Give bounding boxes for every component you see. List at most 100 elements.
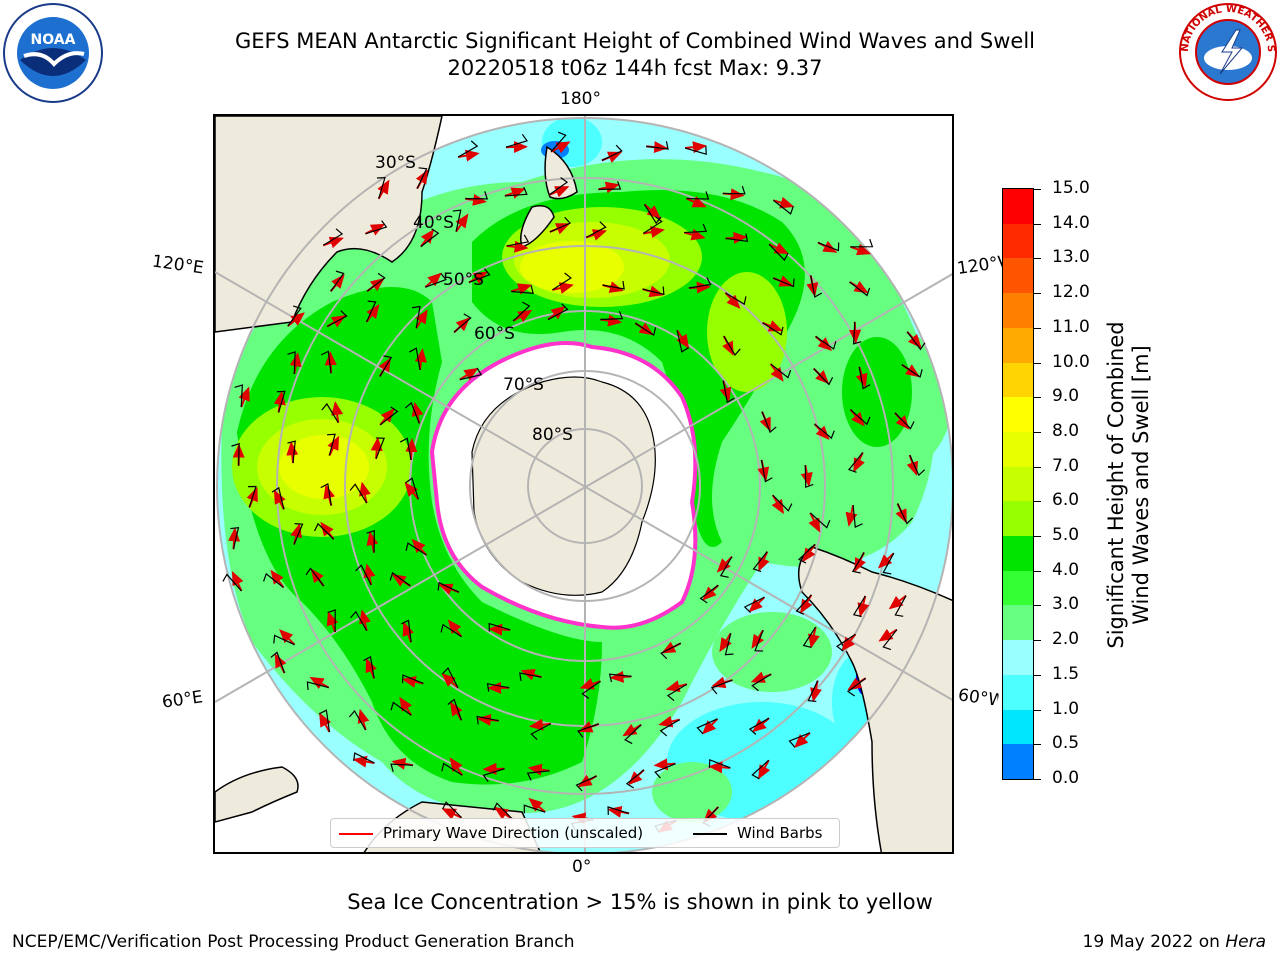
wind-barb (882, 629, 898, 651)
wind-barb (530, 723, 552, 740)
wind-barb (634, 322, 657, 337)
colorbar-segment (1003, 709, 1033, 745)
colorbar-tick (1034, 640, 1041, 642)
wind-barb (699, 584, 719, 604)
wind-barb (724, 633, 734, 656)
wind-barb (585, 221, 607, 238)
wind-barb (314, 522, 335, 540)
wave-direction-arrow (415, 309, 428, 329)
wind-barb (320, 482, 332, 506)
wave-direction-arrow (877, 552, 895, 569)
wind-barb (814, 423, 835, 440)
arrow-layer (222, 131, 926, 833)
lat-label-40s: 40°S (413, 213, 454, 233)
wind-barb (684, 223, 708, 234)
colorbar-segment (1003, 293, 1033, 329)
wind-barb (795, 594, 812, 615)
colorbar-segment (1003, 223, 1033, 259)
wind-barb (743, 596, 765, 614)
colorbar-tick-label: 4.0 (1052, 559, 1080, 580)
wind-barb (379, 406, 399, 426)
colorbar-tick-label: 3.0 (1052, 594, 1080, 615)
wind-barb (405, 542, 427, 556)
wind-barb (607, 806, 630, 815)
wind-barb (440, 623, 462, 638)
wind-barb (852, 595, 866, 618)
wave-direction-arrow (488, 623, 511, 636)
noaa-logo-text: NOAA (31, 32, 76, 48)
colorbar-tick (1034, 397, 1041, 399)
wave-direction-arrow (441, 808, 463, 820)
wave-direction-arrow (708, 761, 731, 774)
wave-direction-arrow (363, 563, 376, 586)
wind-barb (482, 768, 505, 783)
map-legend: Primary Wave Direction (unscaled) Wind B… (330, 818, 840, 848)
wind-barb (770, 363, 792, 379)
wave-direction-arrow (399, 696, 413, 716)
wind-barb (420, 228, 440, 248)
colorbar-tick (1034, 466, 1041, 468)
wave-direction-arrow (450, 701, 463, 721)
wind-barb (270, 651, 286, 674)
lat-label-60s: 60°S (474, 324, 515, 344)
legend-barb-label: Wind Barbs (737, 824, 823, 842)
wave-direction-arrow (653, 758, 676, 771)
antarctica (429, 341, 698, 630)
wave-direction-arrow (352, 755, 375, 768)
wave-direction-arrow (449, 757, 464, 776)
wind-barb (492, 802, 513, 820)
wave-direction-arrow (365, 657, 377, 679)
wind-barb (247, 485, 257, 508)
wave-direction-arrow (548, 186, 570, 198)
wind-barb (271, 486, 285, 510)
graticule (215, 116, 952, 852)
wind-barb (389, 571, 411, 587)
colorbar-tick (1034, 362, 1041, 364)
colorbar-segment (1003, 501, 1033, 537)
colorbar-tick (1034, 501, 1041, 503)
colorbar-tick-label: 1.0 (1052, 698, 1080, 719)
wind-barb (642, 286, 665, 296)
colorbar-tick-label: 1.5 (1052, 663, 1080, 684)
wave-direction-arrow (702, 718, 719, 735)
wind-barb (287, 305, 302, 327)
colorbar-segment (1003, 327, 1033, 364)
colorbar-tick (1034, 189, 1041, 190)
wind-barb (686, 191, 710, 200)
wave-direction-arrow (850, 243, 872, 256)
wave-direction-arrow (510, 283, 533, 295)
wave-direction-arrow (273, 489, 286, 510)
wind-barb (453, 313, 472, 333)
wind-barb (850, 238, 874, 248)
wind-barb (366, 529, 375, 553)
wind-barb (549, 216, 572, 233)
wave-direction-arrow (401, 675, 424, 688)
wind-barb (723, 335, 741, 357)
wind-barb (760, 459, 773, 483)
wind-barb (447, 698, 463, 721)
wave-direction-arrow (379, 408, 395, 426)
legend-wave-swatch (339, 832, 373, 835)
colorbar-tick (1034, 605, 1041, 607)
wave-direction-arrow (773, 196, 795, 209)
colorbar-segment (1003, 431, 1033, 468)
wind-barb (654, 763, 676, 779)
wave-direction-arrow (802, 543, 816, 563)
wave-direction-arrow (751, 629, 764, 649)
wave-direction-arrow (357, 708, 370, 731)
wind-barb (390, 763, 414, 773)
legend-wave-label: Primary Wave Direction (unscaled) (383, 824, 644, 842)
wind-barb (348, 709, 367, 731)
wind-barb (293, 523, 304, 545)
colorbar-tick (1034, 536, 1041, 538)
colorbar-tick-label: 0.5 (1052, 733, 1080, 754)
nws-logo: NATIONAL WEATHER SERVICE (1178, 2, 1277, 101)
wind-barb (882, 552, 895, 575)
wind-barb (581, 680, 601, 699)
wave-direction-arrow (404, 482, 420, 500)
wind-barb (399, 437, 412, 461)
wind-barb (404, 401, 420, 424)
wave-direction-arrow (455, 213, 469, 233)
legend-wind-barbs: Wind Barbs (693, 824, 822, 842)
footer-branch: NCEP/EMC/Verification Post Processing Pr… (12, 932, 575, 952)
